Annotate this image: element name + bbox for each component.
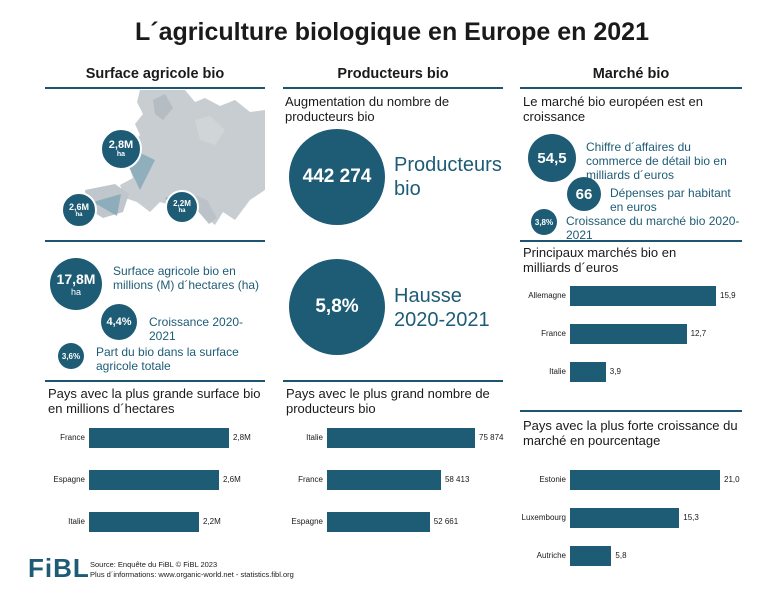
bar-category-label: Espagne <box>53 475 85 484</box>
stat-circle-share: 3,6% <box>58 343 84 369</box>
bar-value-label: 21,0 <box>724 475 740 484</box>
producers-heading: Augmentation du nombre de producteurs bi… <box>285 94 450 124</box>
bar <box>327 428 475 448</box>
bar-category-label: Italie <box>549 367 566 376</box>
chart-market-growth: Estonie 21,0 Luxembourg 15,3 Autriche 5,8 <box>520 470 742 582</box>
stat-circle-market-growth: 3,8% <box>531 209 557 235</box>
divider <box>283 380 503 382</box>
bar-value-label: 15,9 <box>720 291 736 300</box>
bar-category-label: Espagne <box>291 517 323 526</box>
fibl-logo: FiBL <box>28 553 90 583</box>
bar <box>570 508 680 528</box>
divider <box>45 380 265 382</box>
bar-value-label: 75 874 <box>479 433 504 442</box>
bar-value-label: 2,6M <box>223 475 241 484</box>
bar-category-label: Italie <box>306 433 323 442</box>
divider <box>520 410 742 412</box>
divider <box>45 240 265 242</box>
stat-circle-growth: 4,4% <box>101 304 137 340</box>
bar-value-label: 5,8 <box>615 551 627 560</box>
footer-info: Plus d´informations: www.organic-world.n… <box>90 570 294 579</box>
divider <box>45 87 265 89</box>
bar-category-label: Allemagne <box>528 291 566 300</box>
stat-label-area: Surface agricole bio en millions (M) d´h… <box>113 264 260 292</box>
stat-circle-turnover: 54,5 <box>528 134 576 182</box>
bar <box>89 428 229 448</box>
map-bubble-france: 2,8M ha <box>100 128 142 170</box>
chart-title-market-growth: Pays avec la plus forte croissance du ma… <box>523 418 738 448</box>
bar-value-label: 12,7 <box>690 329 707 338</box>
bar-value-label: 3,9 <box>609 367 621 376</box>
footer-source: Source: Enquête du FiBL © FiBL 2023 <box>90 560 218 569</box>
stat-label-per-capita: Dépenses par habitant en euros <box>610 186 731 214</box>
chart-markets: Allemagne 15,9 France 12,7 Italie 3,9 <box>520 286 742 398</box>
stat-circle-producers: 442 274 <box>289 129 385 225</box>
bar-category-label: Luxembourg <box>521 513 566 522</box>
bar <box>327 512 430 532</box>
chart-surface: France 2,8M Espagne 2,6M Italie 2,2M <box>45 428 267 540</box>
divider <box>283 87 503 89</box>
chart-producers: Italie 75 874 France 58 413 Espagne 52 661 <box>283 428 508 540</box>
bar-value-label: 2,2M <box>203 517 221 526</box>
page-title: L´agriculture biologique en Europe en 20… <box>135 18 649 46</box>
stat-label-market-growth: Croissance du marché bio 2020-2021 <box>566 214 740 242</box>
bar <box>570 324 687 344</box>
bar-value-label: 2,8M <box>233 433 251 442</box>
bar-category-label: France <box>541 329 566 338</box>
divider <box>520 87 742 89</box>
stat-circle-increase: 5,8% <box>289 259 385 355</box>
bar <box>327 470 441 490</box>
map-bubble-italy: 2,2M ha <box>165 190 199 224</box>
bar-value-label: 52 661 <box>433 517 459 526</box>
column-heading-producers: Producteurs bio <box>337 66 449 82</box>
stat-label-share: Part du bio dans la surface agricole tot… <box>96 345 239 373</box>
chart-title-surface: Pays avec la plus grande surface bio en … <box>48 386 261 416</box>
bar-category-label: Italie <box>68 517 85 526</box>
stat-circle-area: 17,8M ha <box>50 258 102 310</box>
chart-title-producers: Pays avec le plus grand nombre de produc… <box>286 386 490 416</box>
bar-category-label: Estonie <box>539 475 566 484</box>
bar-category-label: France <box>60 433 85 442</box>
europe-map <box>45 90 265 232</box>
stat-label-producers: Producteurs bio <box>394 154 502 200</box>
chart-title-markets: Principaux marchés bio en milliards d´eu… <box>523 245 677 275</box>
bar <box>570 286 716 306</box>
stat-label-growth: Croissance 2020-2021 <box>149 315 244 343</box>
bar <box>89 470 219 490</box>
bar <box>570 362 606 382</box>
bar-category-label: France <box>298 475 323 484</box>
bar <box>570 470 720 490</box>
divider <box>520 240 742 242</box>
bar <box>570 546 612 566</box>
market-heading: Le marché bio européen est en croissance <box>523 94 703 124</box>
stat-label-turnover: Chiffre d´affaires du commerce de détail… <box>586 140 727 182</box>
bar <box>89 512 199 532</box>
column-heading-surface: Surface agricole bio <box>85 66 225 82</box>
map-bubble-spain: 2,6M ha <box>61 192 97 228</box>
stat-circle-per-capita: 66 <box>567 177 601 211</box>
bar-category-label: Autriche <box>536 551 566 560</box>
stat-label-increase: Hausse 2020-2021 <box>394 285 490 331</box>
column-heading-market: Marché bio <box>592 66 670 82</box>
bar-value-label: 58 413 <box>444 475 470 484</box>
bar-value-label: 15,3 <box>683 513 699 522</box>
